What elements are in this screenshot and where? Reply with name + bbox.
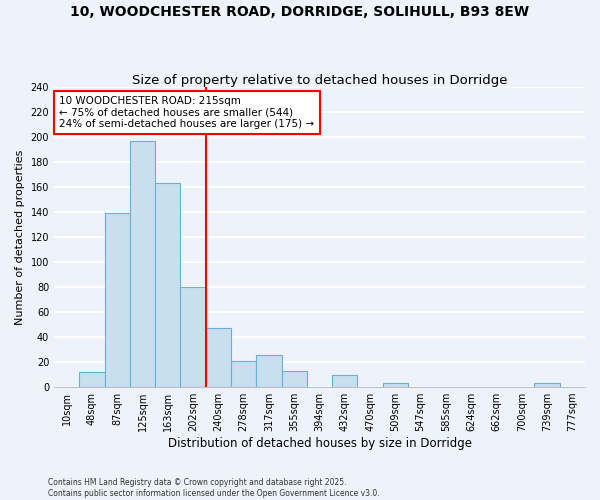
Bar (104, 214, 130, 387)
Bar (155, 184, 181, 387)
Y-axis label: Number of detached properties: Number of detached properties (15, 150, 25, 324)
Bar (383, 384, 408, 387)
Text: 10, WOODCHESTER ROAD, DORRIDGE, SOLIHULL, B93 8EW: 10, WOODCHESTER ROAD, DORRIDGE, SOLIHULL… (70, 5, 530, 19)
Text: Contains HM Land Registry data © Crown copyright and database right 2025.
Contai: Contains HM Land Registry data © Crown c… (48, 478, 380, 498)
Bar (332, 374, 358, 387)
Bar (130, 141, 155, 387)
Bar (79, 372, 104, 387)
Bar (281, 371, 307, 387)
Title: Size of property relative to detached houses in Dorridge: Size of property relative to detached ho… (132, 74, 507, 87)
Bar (181, 287, 206, 387)
Bar (535, 384, 560, 387)
Bar (206, 328, 231, 387)
Bar (256, 354, 281, 387)
Text: 10 WOODCHESTER ROAD: 215sqm
← 75% of detached houses are smaller (544)
24% of se: 10 WOODCHESTER ROAD: 215sqm ← 75% of det… (59, 96, 314, 129)
X-axis label: Distribution of detached houses by size in Dorridge: Distribution of detached houses by size … (167, 437, 472, 450)
Bar (231, 361, 256, 387)
